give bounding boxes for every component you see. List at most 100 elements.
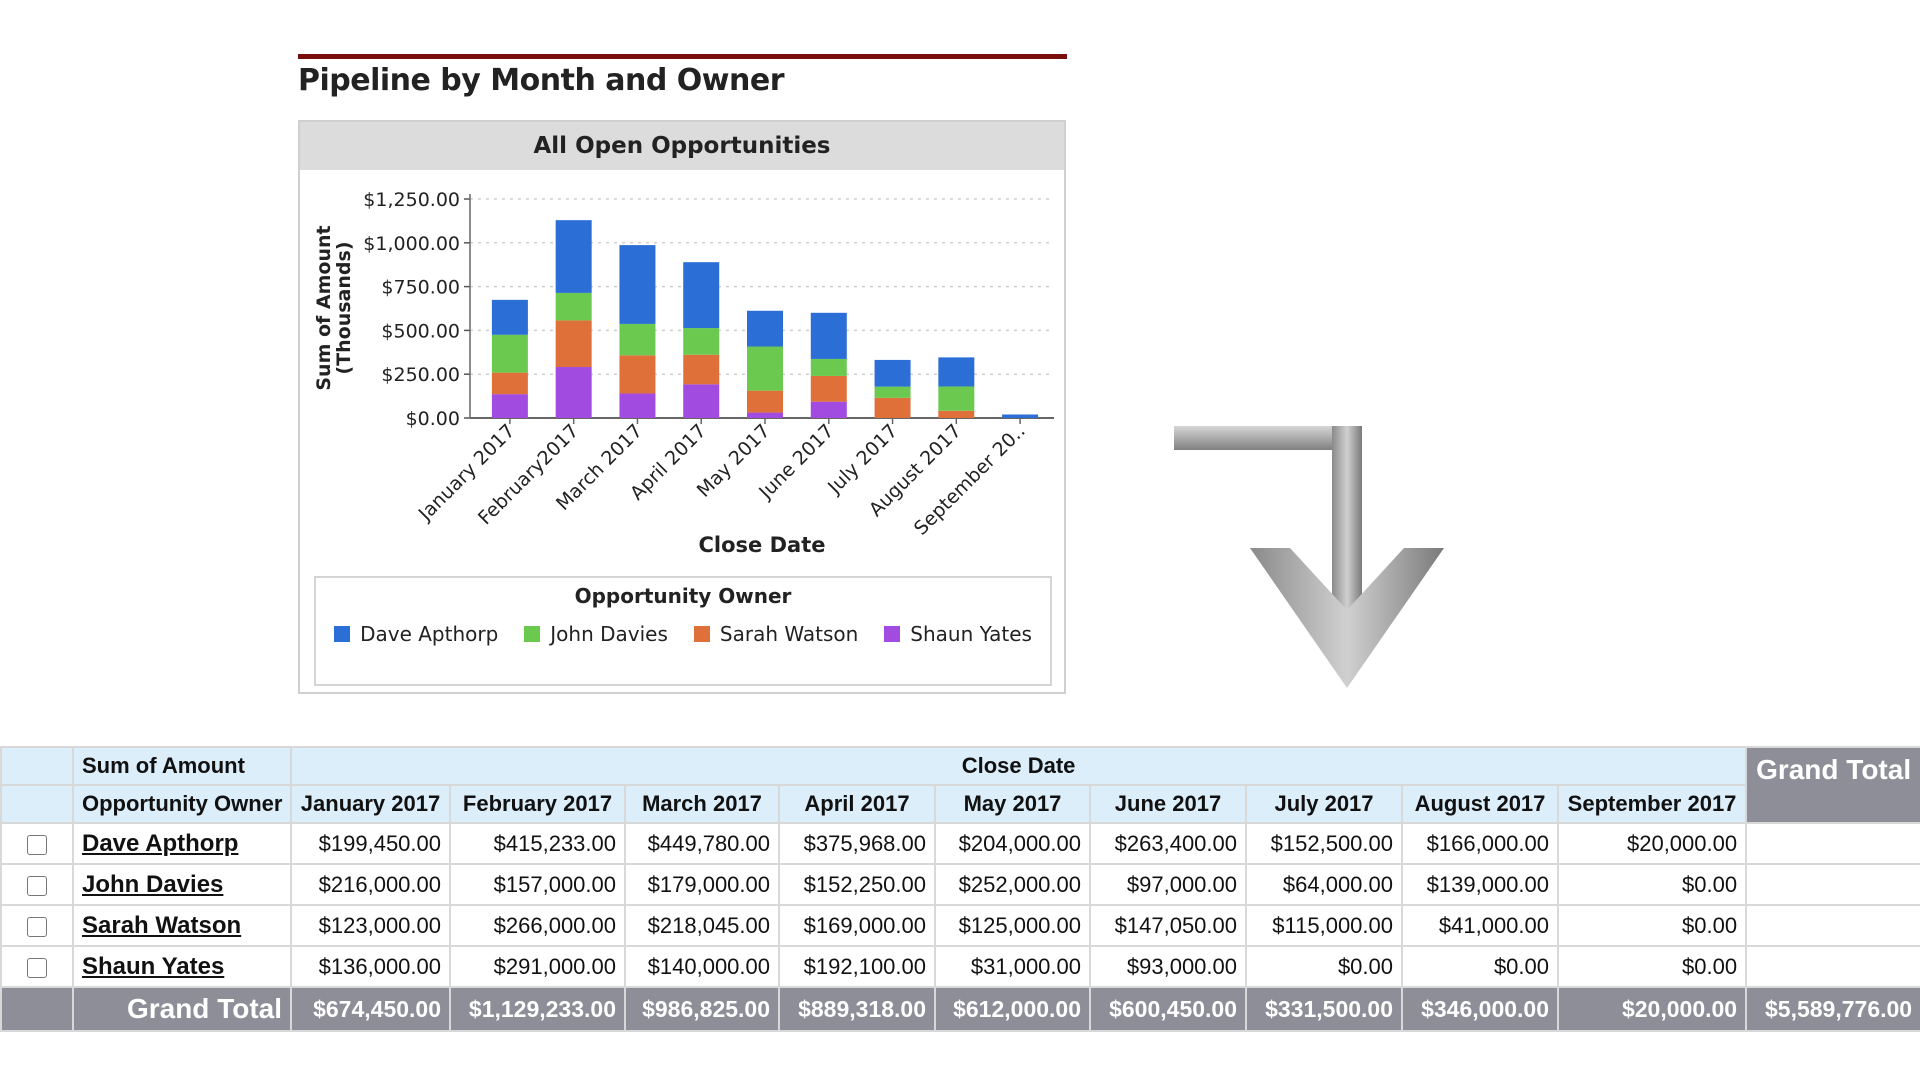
bar-segment xyxy=(683,328,720,355)
bar-segment xyxy=(555,220,592,293)
grand-total-cell: $600,450.00 xyxy=(1089,986,1247,1032)
amount-cell: $266,000.00 xyxy=(449,904,626,947)
bar-segment xyxy=(938,410,975,418)
pivot-table: Sum of Amount Close Date Grand Total Opp… xyxy=(0,746,1920,1032)
amount-cell: $147,050.00 xyxy=(1089,904,1247,947)
amount-cell: $218,045.00 xyxy=(624,904,780,947)
x-axis-label: Close Date xyxy=(699,533,826,557)
row-total-cell: $2,246,331.00 xyxy=(1745,822,1920,865)
month-column-header: June 2017 xyxy=(1089,784,1247,824)
bar-segment xyxy=(747,346,783,391)
owner-link[interactable]: Dave Apthorp xyxy=(72,822,292,865)
corner-label: Sum of Amount xyxy=(72,746,292,786)
row-checkbox[interactable] xyxy=(27,916,47,937)
legend-swatch xyxy=(524,626,541,642)
close-date-header: Close Date xyxy=(289,746,1748,786)
corner-blank xyxy=(0,746,74,786)
grand-total-cell: $20,000.00 xyxy=(1556,986,1748,1032)
owner-link[interactable]: Sarah Watson xyxy=(72,904,292,947)
month-column-header: July 2017 xyxy=(1245,784,1403,824)
grand-total-cell: $674,450.00 xyxy=(290,986,451,1032)
bar-segment xyxy=(747,390,783,413)
amount-cell: $192,100.00 xyxy=(778,945,936,988)
amount-cell: $0.00 xyxy=(1401,945,1559,988)
row-checkbox[interactable] xyxy=(27,834,47,855)
bar-segment xyxy=(555,320,592,368)
grand-total-cell: $986,825.00 xyxy=(624,986,780,1032)
grand-total-cell: $889,318.00 xyxy=(778,986,936,1032)
amount-cell: $263,400.00 xyxy=(1089,822,1247,865)
amount-cell: $157,000.00 xyxy=(449,863,626,906)
y-axis-label: Sum of Amount xyxy=(313,225,335,390)
amount-cell: $199,450.00 xyxy=(290,822,451,865)
amount-cell: $0.00 xyxy=(1556,863,1748,906)
amount-cell: $169,000.00 xyxy=(778,904,936,947)
bar-segment xyxy=(491,372,528,395)
row-checkbox[interactable] xyxy=(27,875,47,896)
grand-total-cell: $1,129,233.00 xyxy=(449,986,626,1032)
amount-cell: $449,780.00 xyxy=(624,822,780,865)
amount-cell: $139,000.00 xyxy=(1401,863,1559,906)
amount-cell: $166,000.00 xyxy=(1401,822,1559,865)
legend-item: Sarah Watson xyxy=(693,622,859,646)
amount-cell: $291,000.00 xyxy=(449,945,626,988)
bar-segment xyxy=(555,292,592,321)
amount-cell: $179,000.00 xyxy=(624,863,780,906)
legend-item: Shaun Yates xyxy=(884,622,1032,646)
row-select-cell xyxy=(0,863,74,906)
bar-segment xyxy=(938,357,975,387)
amount-cell: $375,968.00 xyxy=(778,822,936,865)
bar-segment xyxy=(491,334,528,373)
legend-title: Opportunity Owner xyxy=(574,584,792,608)
table-row: Sarah Watson $123,000.00 $266,000.00 $218,0… xyxy=(0,904,1920,947)
month-column-header: March 2017 xyxy=(624,784,780,824)
amount-cell: $93,000.00 xyxy=(1089,945,1247,988)
bar-segment xyxy=(874,359,911,387)
bar-segment xyxy=(747,412,783,418)
legend-items: Dave Apthorp John Davies Sarah Watson Shaun… xyxy=(316,622,1050,646)
row-total-cell: $1,256,250.00 xyxy=(1745,863,1920,906)
month-column-header: August 2017 xyxy=(1401,784,1559,824)
bar-segment xyxy=(1002,414,1039,418)
grand-total-cell: $612,000.00 xyxy=(934,986,1091,1032)
amount-cell: $97,000.00 xyxy=(1089,863,1247,906)
arrow-down-icon xyxy=(1174,426,1444,688)
amount-cell: $152,500.00 xyxy=(1245,822,1403,865)
chart-legend: Opportunity Owner Dave Apthorp John Davie… xyxy=(314,576,1052,686)
table-row: John Davies $216,000.00 $157,000.00 $179,00… xyxy=(0,863,1920,906)
y-tick-label: $500.00 xyxy=(381,320,460,342)
amount-cell: $0.00 xyxy=(1556,904,1748,947)
table-row: Shaun Yates $136,000.00 $291,000.00 $140,00… xyxy=(0,945,1920,988)
row-checkbox[interactable] xyxy=(27,957,47,978)
bar-segment xyxy=(747,310,783,347)
amount-cell: $152,250.00 xyxy=(778,863,936,906)
legend-item: Dave Apthorp xyxy=(334,622,498,646)
row-select-cell xyxy=(0,904,74,947)
bar-segment xyxy=(810,312,847,359)
amount-cell: $415,233.00 xyxy=(449,822,626,865)
bar-segment xyxy=(683,354,720,385)
month-column-header: January 2017 xyxy=(290,784,451,824)
bar-segment xyxy=(810,375,847,402)
bar-segment xyxy=(555,367,592,418)
bar-segment xyxy=(810,358,847,376)
y-tick-label: $750.00 xyxy=(381,277,460,299)
bar-segment xyxy=(619,323,656,356)
row-select-cell xyxy=(0,945,74,988)
opportunity-owner-header: Opportunity Owner xyxy=(72,784,292,824)
legend-swatch xyxy=(884,626,901,642)
owner-link[interactable]: John Davies xyxy=(72,863,292,906)
row-total-cell: $883,100.00 xyxy=(1745,945,1920,988)
grand-total-overall-cell: $5,589,776.00 xyxy=(1745,986,1920,1032)
chart-title: All Open Opportunities xyxy=(300,122,1064,170)
legend-label: Sarah Watson xyxy=(719,622,859,646)
bar-segment xyxy=(683,384,720,418)
amount-cell: $64,000.00 xyxy=(1245,863,1403,906)
amount-cell: $123,000.00 xyxy=(290,904,451,947)
legend-label: Shaun Yates xyxy=(910,622,1032,646)
owner-link[interactable]: Shaun Yates xyxy=(72,945,292,988)
y-tick-label: $1,000.00 xyxy=(363,233,460,255)
amount-cell: $31,000.00 xyxy=(934,945,1091,988)
grand-total-row-label: Grand Total xyxy=(72,986,292,1032)
amount-cell: $136,000.00 xyxy=(290,945,451,988)
